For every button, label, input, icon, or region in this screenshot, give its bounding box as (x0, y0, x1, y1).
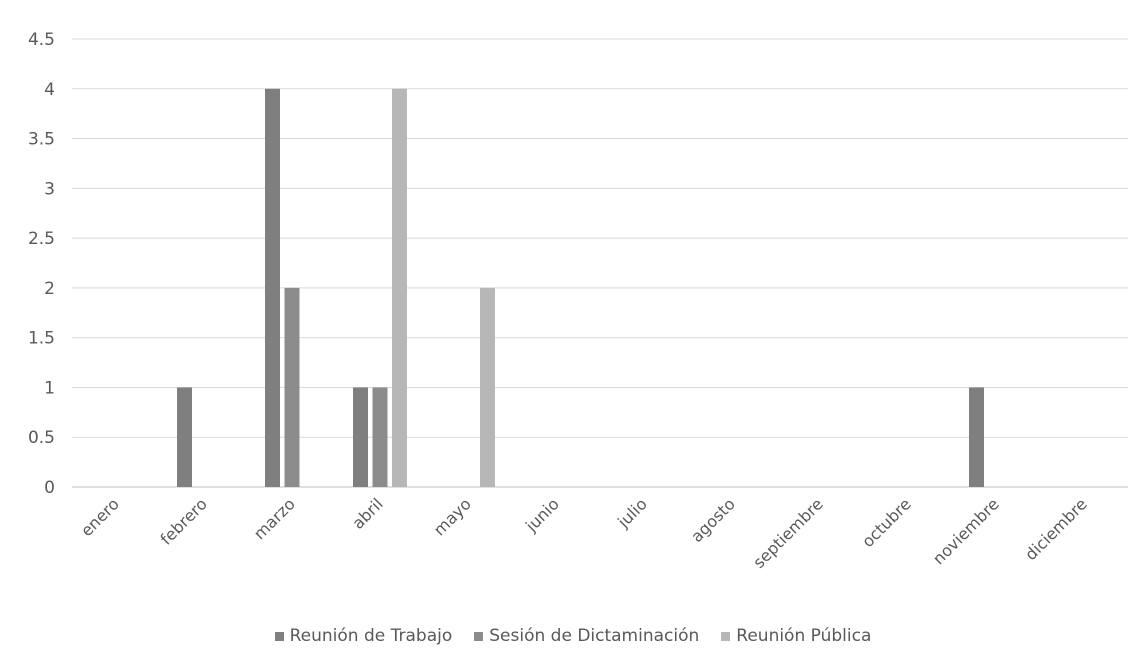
x-tick-label: noviembre (929, 494, 1003, 568)
bar (480, 287, 495, 487)
y-tick-label: 3 (44, 179, 55, 199)
x-tick-label: septiembre (749, 494, 827, 572)
x-tick-label: mayo (430, 494, 475, 539)
legend: Reunión de Trabajo Sesión de Dictaminació… (0, 626, 1146, 646)
legend-label: Sesión de Dictaminación (489, 626, 700, 646)
bar (372, 387, 388, 487)
legend-label: Reunión de Trabajo (289, 626, 453, 646)
x-tick-label: agosto (687, 494, 739, 546)
y-axis-ticks: 0 0.5 1 1.5 2 2.5 3 3.5 4 4.5 (28, 30, 55, 498)
x-tick-label: julio (613, 494, 651, 532)
y-tick-label: 2 (44, 279, 55, 299)
x-axis-ticks: enero febrero marzo abril mayo junio julio agos… (77, 494, 1091, 572)
bar (969, 387, 984, 487)
legend-swatch (474, 631, 484, 641)
legend-label: Reunión Pública (736, 626, 872, 646)
y-tick-label: 0 (44, 478, 55, 498)
x-tick-label: diciembre (1021, 494, 1091, 564)
x-tick-label: enero (77, 494, 123, 540)
x-tick-label: junio (521, 494, 563, 536)
y-tick-label: 4 (44, 80, 55, 100)
x-tick-label: febrero (157, 494, 211, 548)
y-tick-label: 2.5 (28, 229, 55, 249)
gridlines (72, 38, 1128, 488)
legend-item: Reunión de Trabajo (274, 626, 453, 646)
bars (177, 88, 984, 488)
y-tick-label: 1 (44, 378, 55, 398)
x-tick-label: marzo (250, 494, 299, 543)
y-tick-label: 3.5 (28, 130, 55, 150)
bar (392, 88, 407, 488)
bar (353, 387, 368, 487)
y-tick-label: 0.5 (28, 428, 55, 448)
legend-item: Reunión Pública (721, 626, 871, 646)
y-tick-label: 4.5 (28, 30, 55, 50)
x-tick-label: abril (348, 494, 386, 532)
bar (177, 387, 192, 487)
legend-swatch (274, 631, 284, 641)
x-tick-label: octubre (858, 494, 915, 551)
bar (265, 88, 280, 488)
legend-swatch (721, 631, 731, 641)
legend-item: Sesión de Dictaminación (474, 626, 699, 646)
bar (284, 287, 300, 487)
y-tick-label: 1.5 (28, 329, 55, 349)
